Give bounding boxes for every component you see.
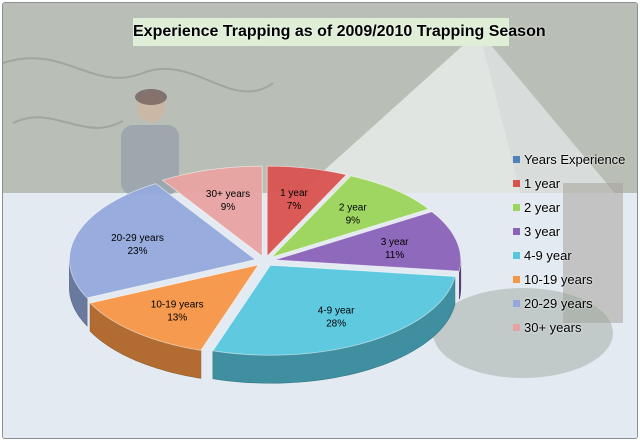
slice-value-30plus-years: 9% [221, 202, 236, 213]
pie-slice-2-year [271, 175, 430, 258]
legend-label: 10-19 years [524, 271, 593, 287]
slice-label-20-29-years: 20-29 years [111, 233, 164, 244]
legend-swatch [513, 251, 520, 259]
legend-item-20-29-years: 20-29 years [513, 291, 625, 315]
legend: Years Experience 1 year 2 year 3 year 4-9 ye… [513, 147, 625, 339]
legend-item-4-9-year: 4-9 year [513, 243, 625, 267]
slice-label-1-year: 1 year [280, 188, 308, 199]
legend-swatch [513, 227, 520, 235]
slice-value-20-29-years: 23% [127, 246, 147, 257]
slice-value-2-year: 9% [346, 216, 361, 227]
legend-label: 3 year [524, 223, 561, 239]
legend-item-10-19-years: 10-19 years [513, 267, 625, 291]
legend-swatch [513, 323, 520, 331]
slice-label-2-year: 2 year [339, 203, 367, 214]
pie-top-faces [69, 165, 462, 356]
legend-item-2-year: 2 year [513, 195, 625, 219]
pie-slice-30plus-years [161, 165, 263, 258]
pie-slice-4-9-year [212, 264, 456, 356]
pie-slice-3-year [274, 211, 462, 272]
pie-slice-10-19-years [89, 264, 260, 351]
slice-label-30plus-years: 30+ years [206, 189, 250, 200]
slice-value-10-19-years: 13% [167, 312, 187, 323]
slice-label-3-year: 3 year [381, 237, 409, 248]
legend-swatch [513, 179, 520, 187]
pie-labels: 1 year 7% 2 year 9% 3 year 11% 4-9 year 28% 10-1… [111, 188, 409, 329]
legend-swatch [513, 275, 520, 283]
chart-title: Experience Trapping as of 2009/2010 Trap… [133, 18, 546, 46]
legend-item-series: Years Experience [513, 147, 625, 171]
legend-label: 20-29 years [524, 295, 593, 311]
legend-item-3-year: 3 year [513, 219, 625, 243]
legend-label: 1 year [524, 175, 561, 191]
legend-label: 2 year [524, 199, 561, 215]
legend-swatch [513, 299, 520, 307]
legend-item-1-year: 1 year [513, 171, 625, 195]
pie-slice-20-29-years [69, 183, 257, 299]
legend-swatch [513, 203, 520, 211]
legend-label: 4-9 year [524, 247, 572, 263]
slice-label-4-9-year: 4-9 year [318, 305, 355, 316]
legend-label: Years Experience [524, 151, 626, 167]
pie-chart: 1 year 7% 2 year 9% 3 year 11% 4-9 year 28% 10-1… [69, 165, 462, 384]
legend-label: 30+ years [524, 319, 582, 335]
legend-item-30plus-years: 30+ years [513, 315, 625, 339]
slice-value-3-year: 11% [385, 250, 404, 261]
pie-slice-1-year [266, 165, 348, 258]
legend-swatch [513, 155, 520, 163]
slice-label-10-19-years: 10-19 years [151, 299, 204, 310]
slice-value-1-year: 7% [287, 201, 302, 212]
slice-value-4-9-year: 28% [326, 318, 346, 329]
